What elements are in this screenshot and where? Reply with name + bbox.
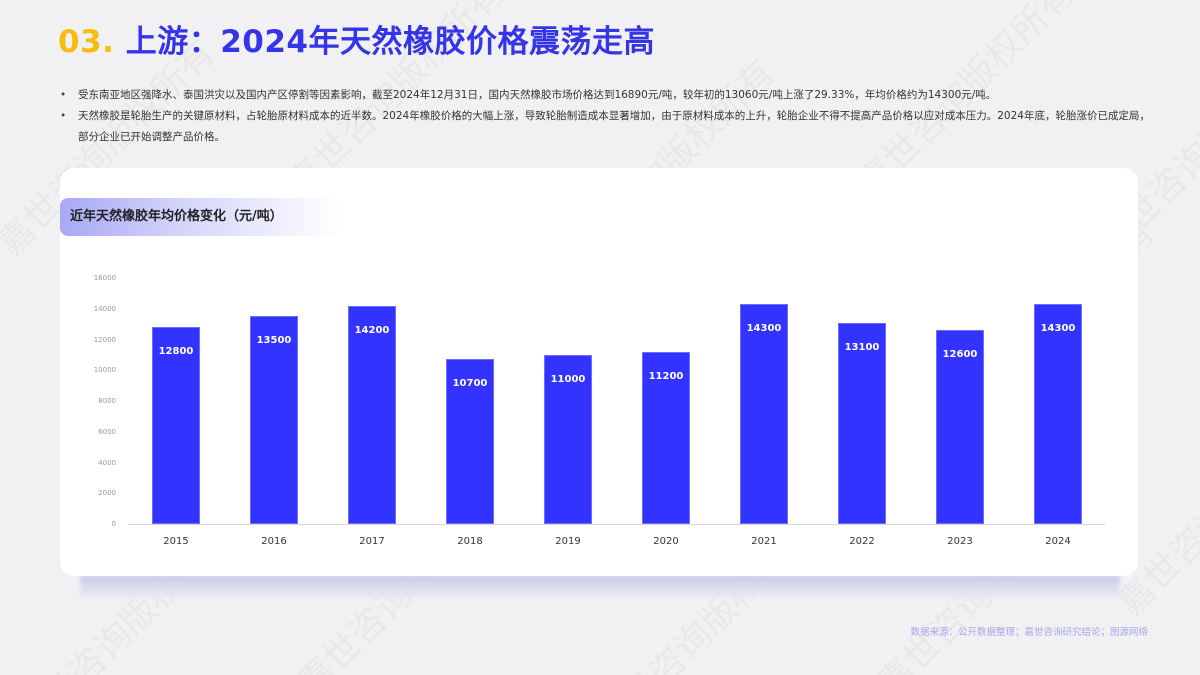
bar-2023: 12600: [936, 330, 984, 524]
x-tick-label: 2015: [163, 536, 189, 547]
x-tick-label: 2022: [849, 536, 875, 547]
bullet-marker: •: [60, 89, 67, 101]
y-tick-label: 10000: [93, 366, 116, 375]
y-axis: 0 2000 4000 6000 8000 10000 12000 14000 16000: [60, 168, 116, 576]
x-tick-label: 2023: [947, 536, 973, 547]
bullet-text: 天然橡胶是轮胎生产的关键原材料，占轮胎原材料成本的近半数。2024年橡胶价格的大…: [78, 110, 1150, 143]
bar-2019: 11000: [544, 354, 592, 524]
y-tick-label: 14000: [93, 304, 116, 313]
chart-title: 近年天然橡胶年均价格变化（元/吨）: [60, 198, 340, 236]
x-tick-label: 2018: [457, 536, 483, 547]
x-tick-label: 2020: [653, 536, 679, 547]
bar-2016: 13500: [250, 316, 298, 524]
y-tick-label: 8000: [98, 397, 116, 405]
bar-value-label: 12800: [158, 346, 194, 358]
bar-2015: 12800: [152, 327, 200, 524]
bar-2017: 14200: [348, 305, 396, 524]
bar-2020: 11200: [642, 351, 690, 524]
y-tick-label: 2000: [98, 489, 116, 498]
bullet-list: • 受东南亚地区强降水、泰国洪灾以及国内产区停割等因素影响，截至2024年12月…: [60, 85, 1160, 148]
y-tick-label: 0: [111, 520, 116, 528]
y-tick-label: 16000: [93, 274, 116, 282]
title-text: 上游：2024年天然橡胶价格震荡走高: [125, 24, 655, 60]
x-tick-label: 2017: [359, 536, 385, 547]
bar-value-label: 14300: [746, 323, 782, 335]
chart-card: 近年天然橡胶年均价格变化（元/吨） 0 2000 4000 6000 8000 10000…: [60, 168, 1138, 576]
bar-2022: 13100: [838, 322, 886, 524]
y-tick-label: 6000: [98, 427, 116, 436]
data-source: 数据来源：公开数据整理；嘉世咨询研究结论；图源网络: [910, 627, 1148, 638]
x-axis-line: [128, 524, 1105, 525]
bullet-item: • 受东南亚地区强降水、泰国洪灾以及国内产区停割等因素影响，截至2024年12月…: [60, 85, 1160, 106]
card-shadow: [80, 575, 1120, 597]
x-tick-label: 2024: [1045, 536, 1071, 547]
section-number: 03.: [58, 24, 115, 60]
bar-2024: 14300: [1034, 304, 1082, 524]
bar-value-label: 11200: [648, 370, 684, 382]
bar-2021: 14300: [740, 304, 788, 524]
page-title: 03. 上游：2024年天然橡胶价格震荡走高: [58, 22, 655, 62]
x-tick-label: 2019: [555, 536, 581, 547]
y-tick-label: 4000: [98, 458, 116, 467]
bullet-marker: •: [60, 110, 67, 122]
x-tick-label: 2016: [261, 536, 287, 547]
bar-value-label: 13500: [256, 335, 292, 347]
bar-value-label: 14200: [354, 324, 390, 336]
bullet-item: • 天然橡胶是轮胎生产的关键原材料，占轮胎原材料成本的近半数。2024年橡胶价格…: [60, 106, 1160, 148]
y-tick-label: 12000: [93, 335, 116, 344]
bar-value-label: 10700: [452, 378, 488, 390]
bullet-text: 受东南亚地区强降水、泰国洪灾以及国内产区停割等因素影响，截至2024年12月31…: [78, 89, 997, 101]
bar-value-label: 11000: [550, 373, 586, 385]
bar-value-label: 13100: [844, 341, 880, 353]
bar-2018: 10700: [446, 359, 494, 524]
bar-chart: 0 2000 4000 6000 8000 10000 12000 14000 16000 12…: [60, 168, 1138, 576]
bar-value-label: 12600: [942, 349, 978, 361]
x-tick-label: 2021: [751, 536, 777, 547]
bar-value-label: 14300: [1040, 323, 1076, 335]
